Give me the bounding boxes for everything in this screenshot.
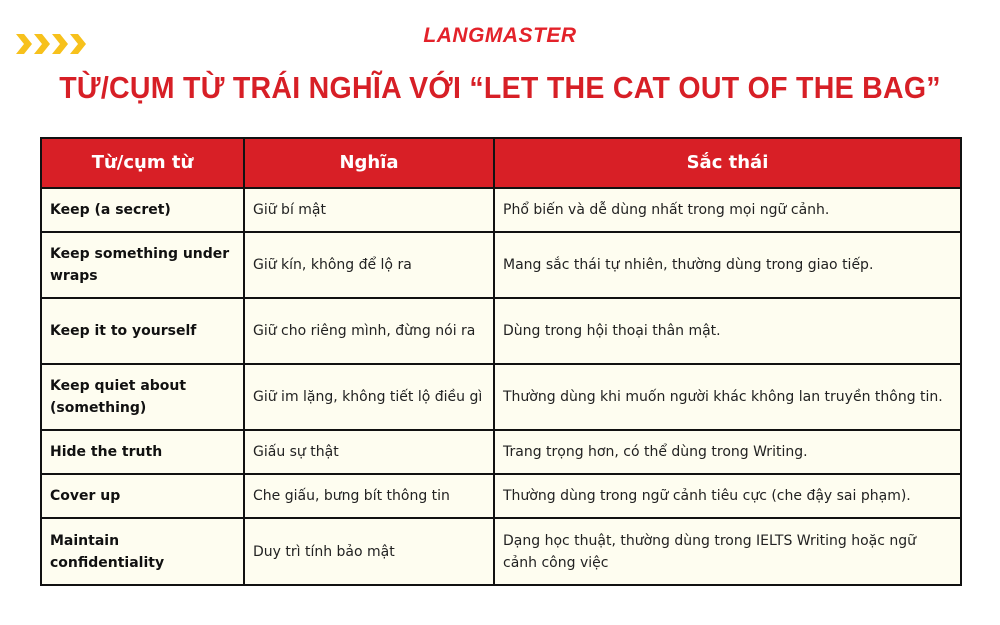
table-row: Maintain confidentiality Duy trì tính bảo… bbox=[40, 517, 962, 586]
cell-meaning: Giấu sự thật bbox=[243, 429, 495, 475]
cell-meaning: Giữ cho riêng mình, đừng nói ra bbox=[243, 297, 495, 365]
table-row: Keep (a secret) Giữ bí mật Phổ biến và dễ … bbox=[40, 187, 962, 233]
antonyms-table: Từ/cụm từ Nghĩa Sắc thái Keep (a secret)… bbox=[40, 137, 962, 586]
cell-nuance: Trang trọng hơn, có thể dùng trong Writi… bbox=[493, 429, 962, 475]
cell-meaning: Che giấu, bưng bít thông tin bbox=[243, 473, 495, 519]
cell-nuance: Phổ biến và dễ dùng nhất trong mọi ngữ c… bbox=[493, 187, 962, 233]
table-row: Keep it to yourself Giữ cho riêng mình, đ… bbox=[40, 297, 962, 365]
cell-meaning: Giữ im lặng, không tiết lộ điều gì bbox=[243, 363, 495, 431]
cell-nuance: Dùng trong hội thoại thân mật. bbox=[493, 297, 962, 365]
chevrons-icon bbox=[16, 32, 88, 56]
cell-phrase: Cover up bbox=[40, 473, 245, 519]
cell-nuance: Thường dùng trong ngữ cảnh tiêu cực (che… bbox=[493, 473, 962, 519]
cell-nuance: Dạng học thuật, thường dùng trong IELTS … bbox=[493, 517, 962, 586]
cell-meaning: Giữ kín, không để lộ ra bbox=[243, 231, 495, 299]
cell-phrase: Keep it to yourself bbox=[40, 297, 245, 365]
table-row: Keep something under wraps Giữ kín, không… bbox=[40, 231, 962, 299]
page-title: TỪ/CỤM TỪ TRÁI NGHĨA VỚI “LET THE CAT OU… bbox=[59, 70, 941, 105]
cell-meaning: Giữ bí mật bbox=[243, 187, 495, 233]
header-phrase: Từ/cụm từ bbox=[40, 137, 245, 189]
table-row: Hide the truth Giấu sự thật Trang trọng hơ… bbox=[40, 429, 962, 475]
cell-nuance: Thường dùng khi muốn người khác không la… bbox=[493, 363, 962, 431]
table-row: Keep quiet about (something) Giữ im lặng,… bbox=[40, 363, 962, 431]
cell-phrase: Keep quiet about (something) bbox=[40, 363, 245, 431]
table-row: Cover up Che giấu, bưng bít thông tin Thườ… bbox=[40, 473, 962, 519]
header-meaning: Nghĩa bbox=[243, 137, 495, 189]
cell-phrase: Hide the truth bbox=[40, 429, 245, 475]
cell-phrase: Keep something under wraps bbox=[40, 231, 245, 299]
cell-phrase: Keep (a secret) bbox=[40, 187, 245, 233]
langmaster-logo: LANGMASTER bbox=[423, 24, 577, 47]
table-header-row: Từ/cụm từ Nghĩa Sắc thái bbox=[40, 137, 962, 189]
cell-meaning: Duy trì tính bảo mật bbox=[243, 517, 495, 586]
cell-phrase: Maintain confidentiality bbox=[40, 517, 245, 586]
header-nuance: Sắc thái bbox=[493, 137, 962, 189]
cell-nuance: Mang sắc thái tự nhiên, thường dùng tron… bbox=[493, 231, 962, 299]
